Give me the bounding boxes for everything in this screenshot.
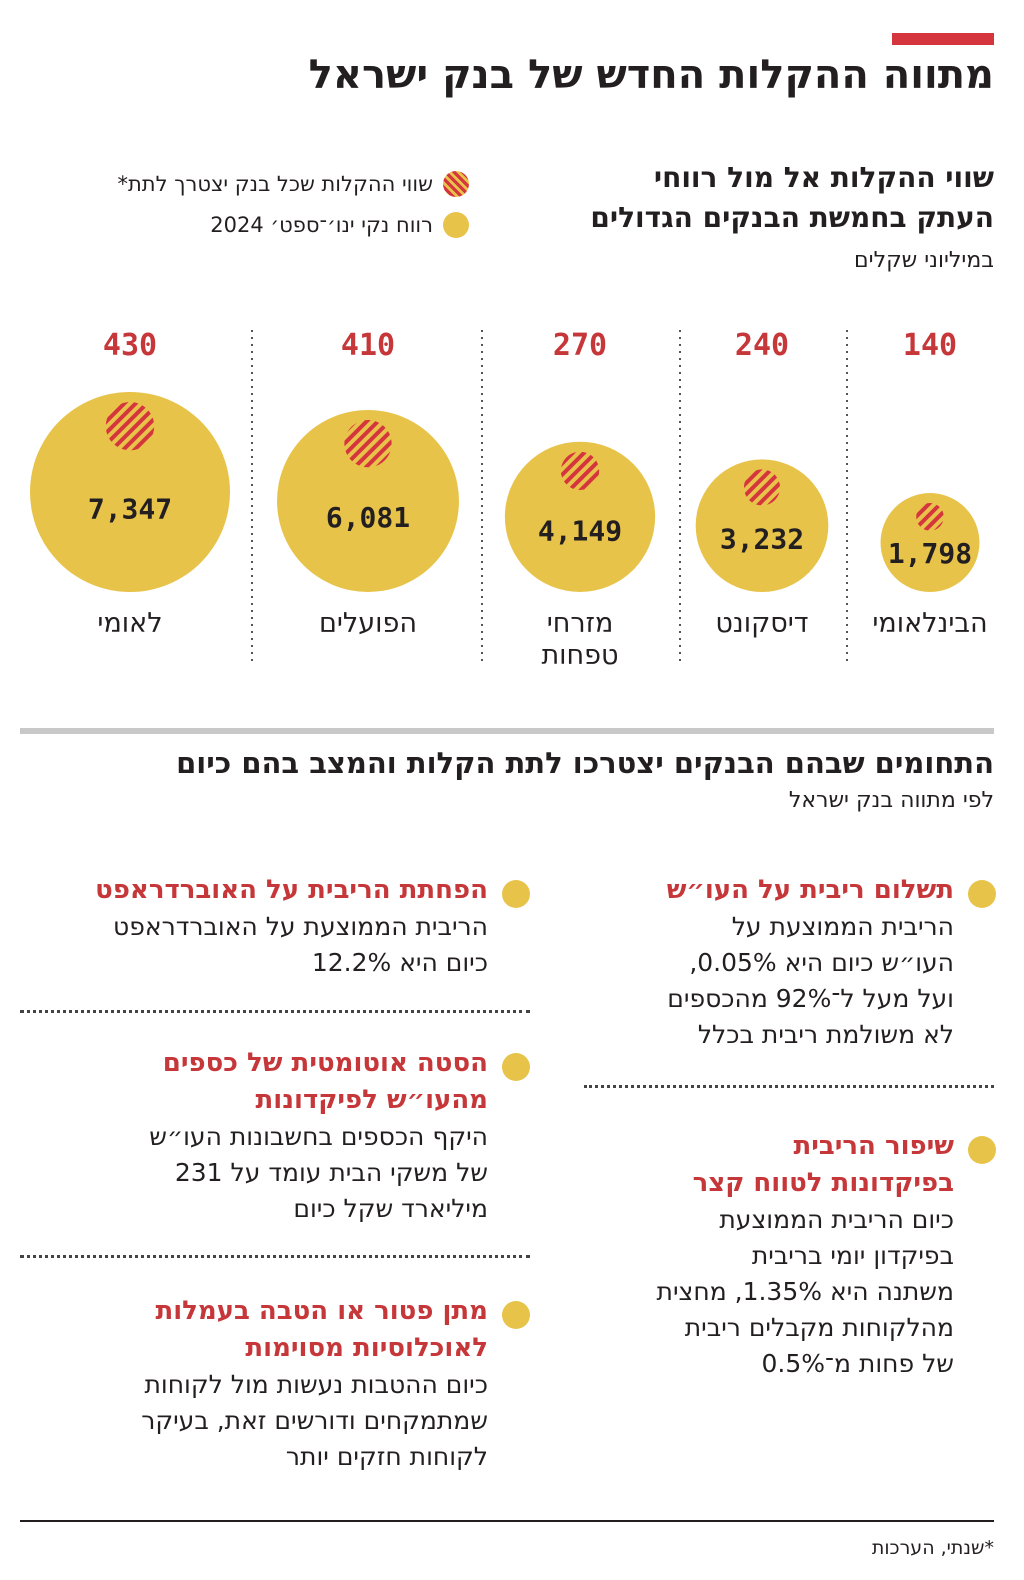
profit-value-label: 4,149 [538,514,622,547]
relief-value-label: 240 [735,328,789,363]
relief-value-label: 430 [103,328,157,363]
legend-item-relief: שווי ההקלות שכל בנק יצטרך לתת* [117,171,469,197]
section-divider [20,728,994,734]
item-text: כיום היא 12.2% [311,948,488,977]
item-automatic-transfer: הסטה אוטומטית של כספים מהעו״ש לפיקדונות … [20,1045,530,1227]
chart-title-line: שווי ההקלות אל מול רווחי [653,161,994,194]
profit-bubble [277,410,459,592]
page-title: מתווה ההקלות החדש של בנק ישראל [308,52,994,98]
bullet-dot-icon [968,880,996,908]
item-text: היקף הכספים בחשבונות העו״ש [149,1122,488,1151]
footnote: *שנתי, הערכות [871,1537,994,1559]
profit-value-label: 3,232 [720,523,804,556]
item-title: הסטה אוטומטית של כספים [162,1048,488,1078]
relief-bubble [560,451,600,491]
legend-label: שווי ההקלות שכל בנק יצטרך לתת* [117,172,433,196]
relief-value-label: 270 [553,328,607,363]
item-separator [584,1085,994,1088]
item-title: שיפור הריבית [793,1131,954,1161]
item-text: משתנה היא 1.35%, מחצית [656,1277,954,1306]
item-fee-exemption: מתן פטור או הטבה בעמלות לאוכלוסיות מסוימ… [20,1293,530,1475]
profit-value-label: 6,081 [326,501,410,534]
item-text: הריבית הממוצעת על [731,912,954,941]
section-subtitle: לפי מתווה בנק ישראל [788,788,994,813]
item-title: הפחתת הריבית על האוברדראפט [95,875,488,905]
item-text: כיום ההטבות נעשות מול לקוחות [144,1370,488,1399]
bank-name-label: טפחות [541,640,618,670]
bullet-dot-icon [968,1136,996,1164]
hatched-circle-icon [443,171,469,197]
relief-value-label: 140 [903,328,957,363]
relief-bubble [344,420,392,468]
item-text: מיליארד שקל כיום [293,1194,488,1223]
item-title: בפיקדונות לטווח קצר [692,1168,954,1198]
bubble-chart: 1,798 140 הבינלאומי 3,232 240 דיסקונט 4,149 270… [30,328,988,670]
item-body: תשלום ריבית על העו״ש הריבית הממוצעת על ה… [576,872,954,1053]
item-text: בפיקדון יומי בריבית [751,1241,954,1270]
bullet-dot-icon [502,1301,530,1329]
item-text: כיום הריבית הממוצעת [719,1205,954,1234]
bank-name-label: הפועלים [319,608,417,639]
bank-name-label: הבינלאומי [872,608,987,639]
profit-bubble [30,392,230,592]
item-body: הפחתת הריבית על האוברדראפט הריבית הממוצע… [20,872,488,981]
item-title: מהעו״ש לפיקדונות [255,1085,488,1115]
item-text: הריבית הממוצעת על האוברדראפט [113,912,488,941]
solid-circle-icon [443,212,469,238]
profit-bubble [504,441,656,592]
item-separator [20,1010,530,1013]
chart-subtitle: במיליוני שקלים [854,248,994,273]
profit-value-label: 1,798 [888,537,972,570]
footer-rule [20,1520,994,1522]
item-title: לאוכלוסיות מסוימות [245,1333,488,1363]
item-body: מתן פטור או הטבה בעמלות לאוכלוסיות מסוימ… [20,1293,488,1475]
item-overdraft-interest: הפחתת הריבית על האוברדראפט הריבית הממוצע… [20,872,530,981]
profit-bubble [695,459,829,592]
bank-name-label: לאומי [97,608,162,639]
relief-value-label: 410 [341,328,395,363]
item-text: שמתמקחים ודורשים זאת, בעיקר [141,1406,488,1435]
item-text: לקוחות חזקים יותר [285,1442,488,1471]
item-text: מהלקוחות מקבלים ריבית [684,1313,954,1342]
item-current-account-interest: תשלום ריבית על העו״ש הריבית הממוצעת על ה… [576,872,996,1053]
item-title: מתן פטור או הטבה בעמלות [155,1296,488,1326]
relief-bubble [743,469,781,506]
relief-bubble [916,503,944,531]
profit-value-label: 7,347 [88,493,172,526]
item-body: שיפור הריבית בפיקדונות לטווח קצר כיום הר… [576,1128,954,1382]
bullet-dot-icon [502,880,530,908]
bullet-dot-icon [502,1053,530,1081]
chart-title-line: העתק בחמשת הבנקים הגדולים [590,201,994,234]
item-body: הסטה אוטומטית של כספים מהעו״ש לפיקדונות … [20,1045,488,1227]
chart-title: שווי ההקלות אל מול רווחי העתק בחמשת הבנק… [590,158,994,238]
accent-bar [892,33,994,45]
item-text: העו״ש כיום היא 0.05%, [689,948,954,977]
item-text: של משקי הבית עומד על 231 [174,1158,488,1187]
item-text: של פחות מ־0.5% [761,1349,954,1378]
legend-label: רווח נקי ינו׳־ספט׳ 2024 [210,213,433,237]
item-separator [20,1255,530,1258]
bank-name-label: מזרחי [547,608,614,639]
item-text: ועל מעל ל־92% מהכספים [667,984,954,1013]
profit-bubble [880,493,980,592]
item-short-term-deposits: שיפור הריבית בפיקדונות לטווח קצר כיום הר… [576,1128,996,1382]
section-title: התחומים שבהם הבנקים יצטרכו לתת הקלות והמ… [176,746,994,780]
item-text: לא משולמת ריבית בכלל [697,1020,954,1049]
item-title: תשלום ריבית על העו״ש [666,875,954,905]
relief-bubble [105,402,155,451]
bank-name-label: דיסקונט [715,608,808,639]
legend-item-profit: רווח נקי ינו׳־ספט׳ 2024 [210,212,469,238]
